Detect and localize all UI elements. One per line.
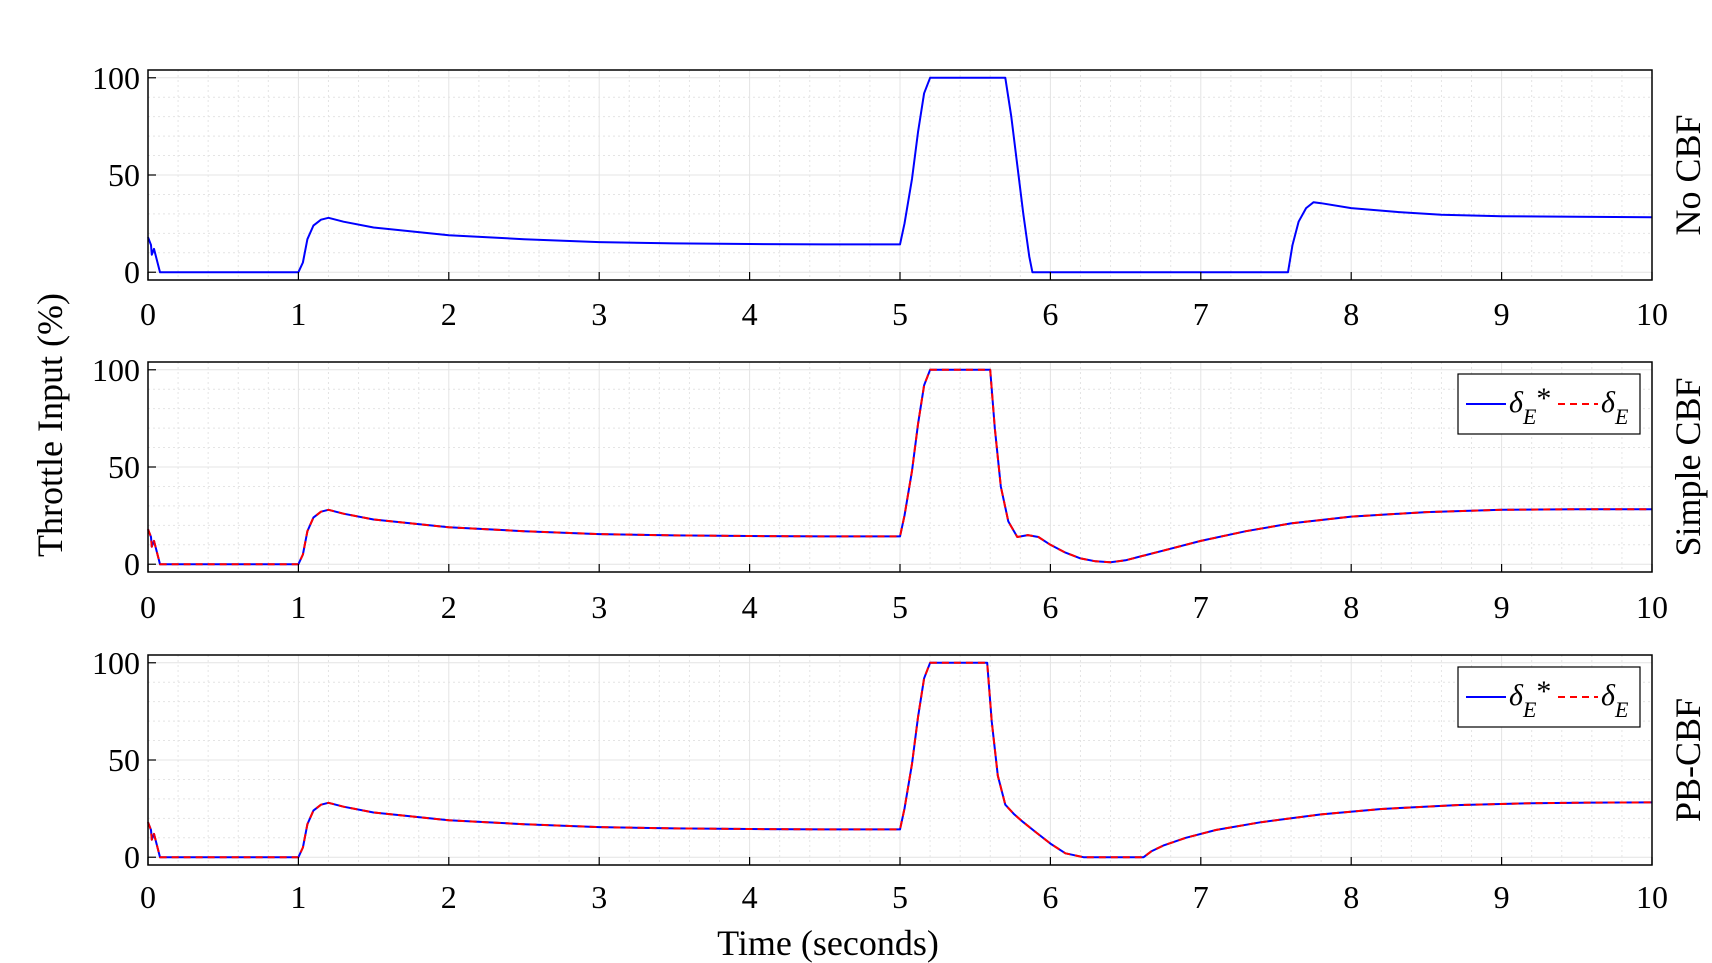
x-tick-label: 2	[441, 589, 457, 625]
x-tick-label: 8	[1343, 296, 1359, 332]
y-tick-label: 100	[92, 352, 140, 388]
x-tick-label: 1	[290, 879, 306, 915]
legend-label: δE*	[1509, 675, 1551, 722]
x-tick-label: 6	[1042, 296, 1058, 332]
x-tick-label: 2	[441, 296, 457, 332]
x-tick-label: 7	[1193, 879, 1209, 915]
x-tick-label: 4	[742, 589, 758, 625]
x-tick-label: 9	[1494, 296, 1510, 332]
panel-title-simple-cbf: Simple CBF	[1668, 377, 1708, 556]
legend: δE* δE	[1457, 666, 1641, 728]
series-line-delta-e-star	[147, 76, 1653, 274]
x-tick-label: 3	[591, 879, 607, 915]
legend-label: δE*	[1509, 382, 1551, 429]
x-tick-label: 0	[140, 879, 156, 915]
x-tick-label: 4	[742, 879, 758, 915]
x-tick-label: 5	[892, 879, 908, 915]
x-tick-label: 0	[140, 589, 156, 625]
x-tick-label: 3	[591, 589, 607, 625]
y-tick-label: 50	[108, 449, 140, 485]
y-tick-label: 0	[124, 546, 140, 582]
x-tick-label: 1	[290, 589, 306, 625]
x-tick-label: 8	[1343, 589, 1359, 625]
y-tick-label: 100	[92, 645, 140, 681]
panel-title-no-cbf: No CBF	[1668, 114, 1708, 235]
series-line-delta-e	[147, 368, 1652, 566]
x-tick-label: 1	[290, 296, 306, 332]
y-axis-label: Throttle Input (%)	[30, 293, 70, 557]
x-tick-label: 7	[1193, 296, 1209, 332]
x-tick-label: 0	[140, 296, 156, 332]
series-line-delta-e	[147, 661, 1653, 859]
y-tick-label: 0	[124, 839, 140, 875]
x-tick-label: 5	[892, 589, 908, 625]
x-tick-label: 8	[1343, 879, 1359, 915]
x-tick-label: 6	[1042, 589, 1058, 625]
x-tick-label: 9	[1494, 879, 1510, 915]
x-tick-label: 10	[1636, 589, 1668, 625]
y-tick-label: 50	[108, 742, 140, 778]
x-tick-label: 2	[441, 879, 457, 915]
x-tick-label: 5	[892, 296, 908, 332]
x-tick-label: 10	[1636, 879, 1668, 915]
y-tick-label: 50	[108, 157, 140, 193]
x-tick-label: 7	[1193, 589, 1209, 625]
x-tick-label: 3	[591, 296, 607, 332]
legend-label: δE	[1601, 679, 1629, 722]
y-tick-label: 0	[124, 254, 140, 290]
legend: δE* δE	[1457, 373, 1641, 435]
x-tick-label: 9	[1494, 589, 1510, 625]
x-tick-label: 10	[1636, 296, 1668, 332]
panel-title-pb-cbf: PB-CBF	[1668, 698, 1708, 822]
y-tick-label: 100	[92, 60, 140, 96]
x-axis-label: Time (seconds)	[717, 923, 939, 963]
x-tick-label: 6	[1042, 879, 1058, 915]
legend-label: δE	[1601, 386, 1629, 429]
x-tick-label: 4	[742, 296, 758, 332]
